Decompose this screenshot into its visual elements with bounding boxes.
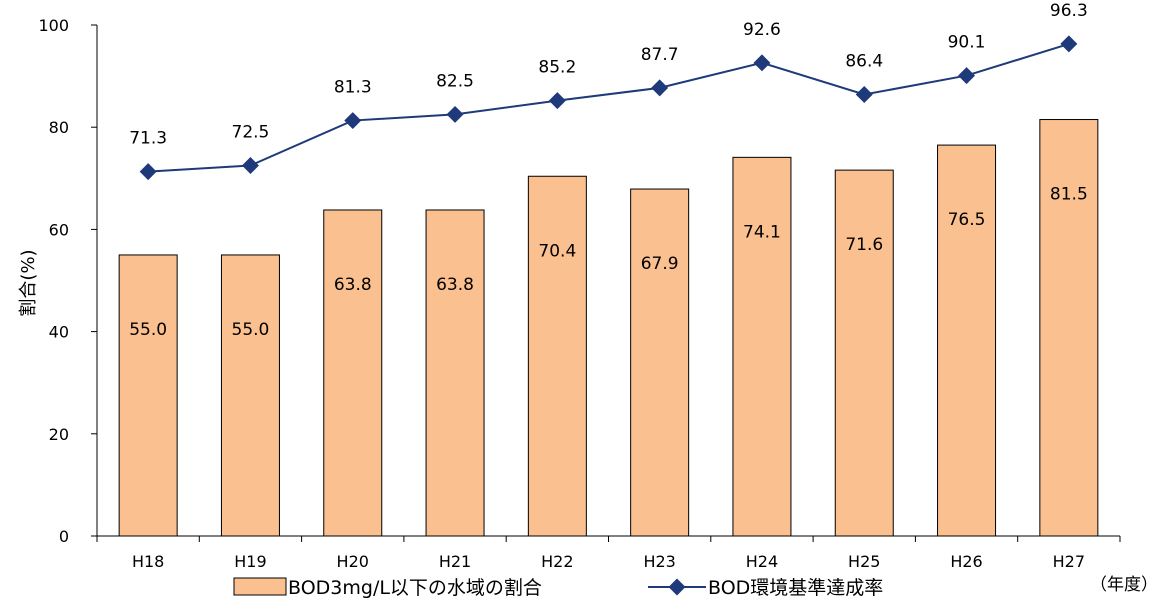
bar-data-label: 55.0: [129, 320, 167, 340]
y-tick-label: 40: [49, 323, 69, 342]
line-marker: [344, 112, 362, 130]
x-tick-label: H27: [1053, 552, 1085, 571]
line-marker: [958, 67, 976, 85]
bar-data-label: 81.5: [1050, 185, 1088, 205]
bar-data-label: 71.6: [845, 235, 883, 255]
line-data-label: 96.3: [1050, 1, 1088, 21]
series-line: [148, 42, 1070, 173]
bar: [937, 144, 997, 537]
line-data-label: 92.6: [743, 20, 781, 40]
legend-swatch-marker: [668, 578, 686, 596]
line-data-label: 82.5: [436, 71, 474, 91]
bar-data-label: 70.4: [538, 241, 576, 261]
line-marker: [753, 54, 771, 72]
y-tick-label: 100: [38, 16, 69, 35]
legend-label-bar: BOD3mg/L以下の水域の割合: [288, 577, 542, 599]
line-labels: 71.3 72.5 81.3 82.5 85.2 87.7 92.6 86.4 90.1 96.3: [129, 1, 1088, 149]
bar-series: [118, 119, 1099, 537]
x-tick-label: H20: [337, 552, 369, 571]
line-marker: [548, 92, 566, 110]
bar: [425, 209, 485, 537]
legend-swatch-bar: [233, 577, 287, 596]
y-tick-label: 20: [49, 425, 69, 444]
line-data-label: 90.1: [948, 33, 986, 53]
x-tick-label: H19: [234, 552, 266, 571]
y-tick-label: 80: [49, 118, 69, 137]
line-data-label: 71.3: [129, 129, 167, 149]
x-axis-unit: （年度）: [1090, 575, 1158, 595]
line-data-label: 85.2: [538, 58, 576, 78]
bar-data-label: 67.9: [641, 254, 679, 274]
legend-label-line: BOD環境基準達成率: [708, 577, 883, 599]
y-tick-labels: 0 20 40 60 80 100: [38, 16, 69, 546]
x-tick-label: H23: [643, 552, 675, 571]
x-tick-label: H22: [541, 552, 573, 571]
line-data-label: 87.7: [641, 45, 679, 65]
bar: [1039, 119, 1099, 537]
x-tick-label: H21: [439, 552, 471, 571]
bar: [732, 156, 792, 537]
line-data-label: 86.4: [845, 51, 883, 71]
x-tick-label: H25: [848, 552, 880, 571]
line-marker: [651, 79, 669, 97]
line-data-label: 72.5: [232, 123, 270, 143]
bar-data-label: 74.1: [743, 222, 781, 242]
legend: BOD3mg/L以下の水域の割合 BOD環境基準達成率: [233, 577, 883, 599]
bar-data-label: 63.8: [334, 275, 372, 295]
line-marker: [446, 105, 464, 123]
line-marker: [1060, 35, 1078, 53]
line-series: [139, 35, 1078, 181]
bar: [220, 254, 280, 537]
bar: [527, 175, 587, 537]
line-marker: [241, 157, 259, 175]
line-marker: [139, 163, 157, 181]
bar-data-label: 76.5: [948, 210, 986, 230]
y-axis-label: 割合(%): [18, 249, 39, 316]
x-tick-label: H18: [132, 552, 164, 571]
line-marker: [855, 86, 873, 103]
x-tick-labels: H18 H19 H20 H21 H22 H23 H24 H25 H26 H27: [132, 552, 1085, 571]
bar: [323, 209, 383, 537]
bar: [118, 254, 178, 537]
bar: [630, 188, 690, 537]
bar-labels: 55.0 55.0 63.8 63.8 70.4 67.9 74.1 71.6 76.5 81.5: [129, 185, 1088, 340]
bar-data-label: 63.8: [436, 275, 474, 295]
y-tick-label: 60: [49, 220, 69, 239]
line-data-label: 81.3: [334, 78, 372, 98]
x-tick-label: H24: [746, 552, 778, 571]
x-tick-label: H26: [950, 552, 982, 571]
y-tick-label: 0: [59, 527, 69, 546]
bar: [834, 169, 894, 537]
bar-data-label: 55.0: [232, 320, 270, 340]
